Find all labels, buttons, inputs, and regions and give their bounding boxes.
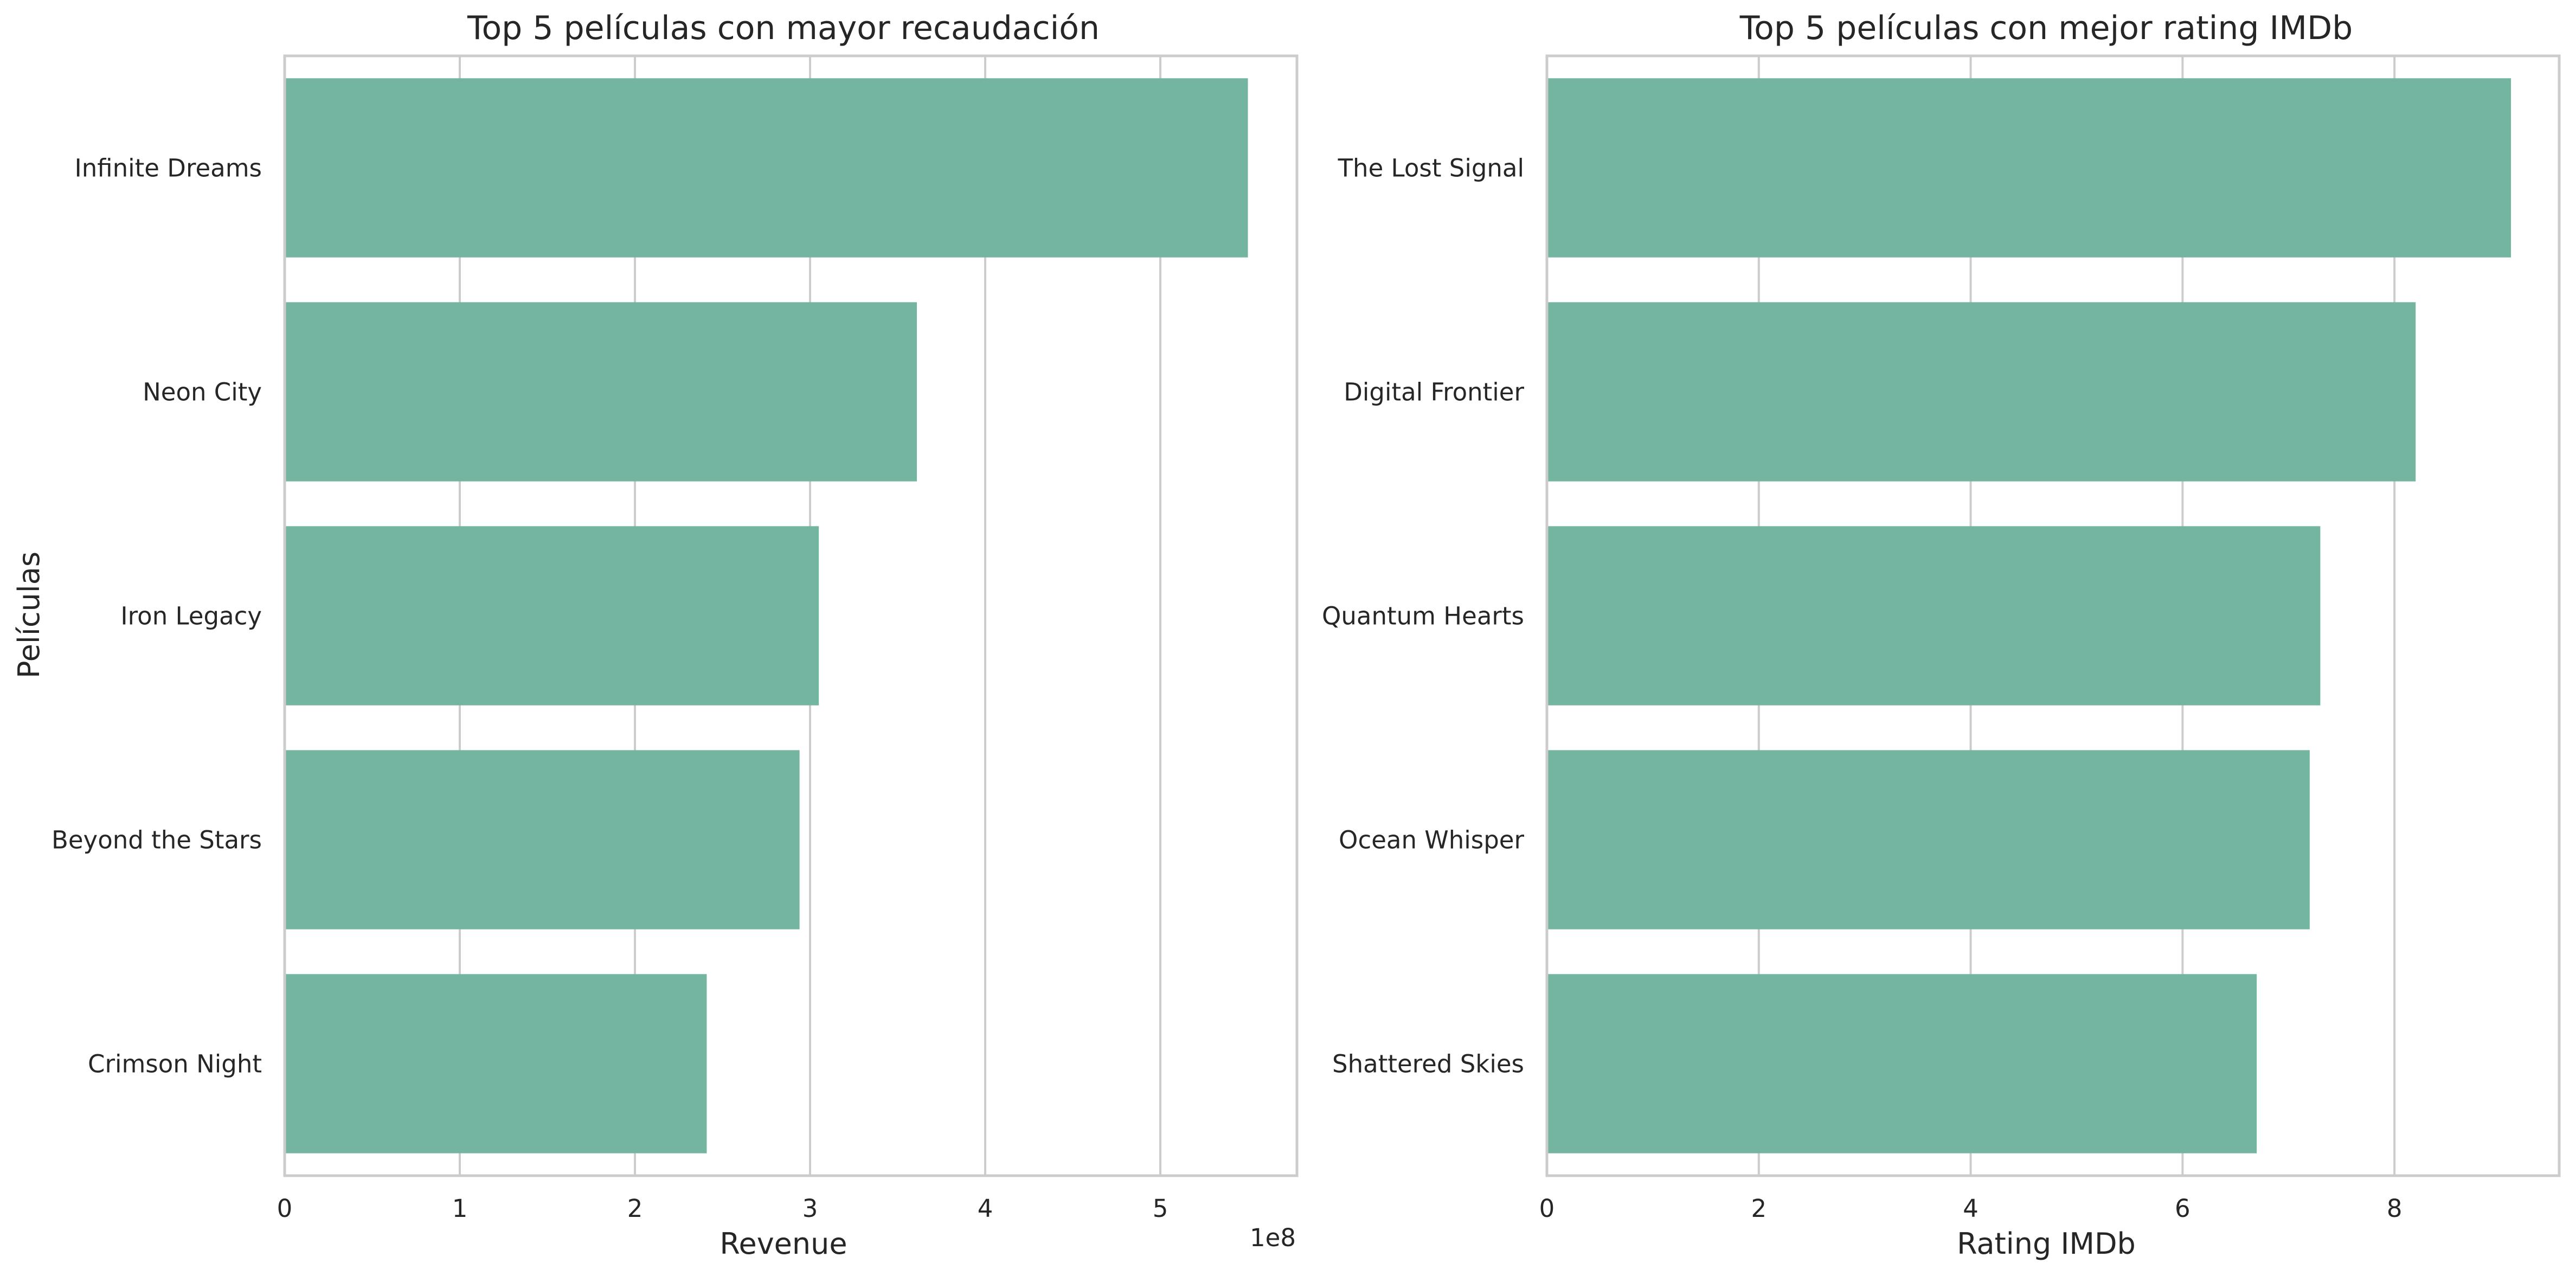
- y-tick-label: Iron Legacy: [120, 602, 262, 631]
- x-tick-label: 0: [277, 1194, 293, 1223]
- x-tick-label: 0: [1539, 1194, 1555, 1223]
- x-tick-label: 4: [978, 1194, 993, 1223]
- y-axis-label: Películas: [12, 552, 46, 678]
- x-tick-label: 8: [2387, 1194, 2402, 1223]
- bar: [1547, 974, 2257, 1153]
- x-axis-offset-label: 1e8: [1250, 1223, 1296, 1252]
- x-axis-label: Revenue: [720, 1227, 847, 1261]
- y-tick-label: Quantum Hearts: [1322, 602, 1524, 631]
- x-tick-label: 5: [1153, 1194, 1168, 1223]
- bar: [285, 974, 707, 1153]
- x-tick-label: 2: [627, 1194, 643, 1223]
- y-tick-label: Ocean Whisper: [1339, 826, 1524, 855]
- x-tick-label: 2: [1751, 1194, 1766, 1223]
- bar: [1547, 302, 2416, 482]
- bar: [285, 750, 800, 929]
- chart-title: Top 5 películas con mejor rating IMDb: [1739, 9, 2353, 47]
- x-tick-label: 3: [802, 1194, 818, 1223]
- bar: [285, 526, 819, 706]
- y-tick-label: Infinite Dreams: [75, 154, 262, 183]
- y-tick-label: The Lost Signal: [1338, 154, 1524, 183]
- x-axis-label: Rating IMDb: [1957, 1227, 2136, 1261]
- x-tick-label: 4: [1963, 1194, 1978, 1223]
- rating-chart: Top 5 películas con mejor rating IMDb Th…: [1322, 9, 2561, 1261]
- plot-area: The Lost Signal Digital Frontier Quantum H…: [1322, 54, 2561, 1223]
- y-tick-label: Neon City: [143, 378, 262, 407]
- bar: [1547, 526, 2321, 706]
- axes-frame: [1545, 54, 2561, 1177]
- bar: [285, 302, 917, 482]
- y-tick-label: Digital Frontier: [1344, 378, 1524, 407]
- revenue-chart: Top 5 películas con mayor recaudación In…: [12, 9, 1299, 1261]
- axes-frame: [283, 54, 1299, 1177]
- chart-title: Top 5 películas con mayor recaudación: [467, 9, 1100, 47]
- y-tick-label: Crimson Night: [88, 1050, 262, 1079]
- y-tick-label: Shattered Skies: [1332, 1050, 1524, 1079]
- bar: [1547, 750, 2310, 929]
- bar: [285, 78, 1248, 258]
- x-tick-label: 6: [2175, 1194, 2190, 1223]
- bar: [1547, 78, 2511, 258]
- x-tick-label: 1: [452, 1194, 468, 1223]
- plot-area: Infinite Dreams Neon City Iron Legacy Beyon…: [52, 54, 1299, 1223]
- y-tick-label: Beyond the Stars: [52, 826, 262, 855]
